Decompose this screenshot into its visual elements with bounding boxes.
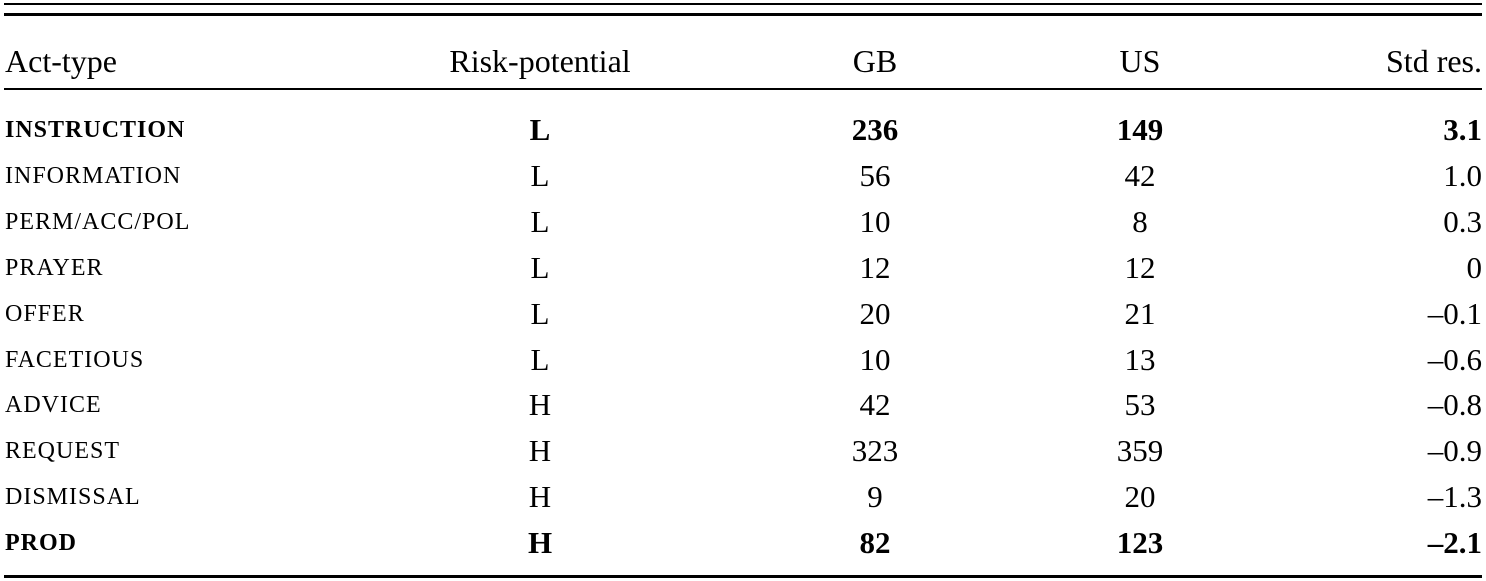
table-row: OFFER L 20 21 –0.1 xyxy=(0,291,1486,337)
act-type-cell: ADVICE xyxy=(5,392,102,419)
std-res-cell: 0 xyxy=(1466,249,1483,285)
gb-cell: 323 xyxy=(851,433,899,469)
table-row: INFORMATION L 56 42 1.0 xyxy=(0,153,1486,199)
risk-potential-cell: L xyxy=(529,112,551,147)
act-type-cell: OFFER xyxy=(5,300,85,327)
us-cell: 12 xyxy=(1124,249,1156,285)
header-act-type: Act-type xyxy=(5,43,117,79)
std-res-cell: 3.1 xyxy=(1443,112,1482,147)
gb-cell: 82 xyxy=(859,525,891,561)
top-rule-thick xyxy=(4,13,1482,16)
top-rule-thin xyxy=(4,3,1482,5)
us-cell: 42 xyxy=(1124,157,1156,193)
std-res-cell: –0.6 xyxy=(1427,341,1482,377)
gb-cell: 10 xyxy=(859,341,891,377)
table-row: PROD H 82 123 –2.1 xyxy=(0,520,1486,566)
std-res-cell: –1.3 xyxy=(1427,479,1482,515)
table-header: Act-type Risk-potential GB US Std res. xyxy=(0,38,1486,84)
us-cell: 21 xyxy=(1124,295,1156,331)
table-row: ADVICE H 42 53 –0.8 xyxy=(0,382,1486,428)
act-type-cell: INSTRUCTION xyxy=(5,117,186,143)
table-row: DISMISSAL H 9 20 –1.3 xyxy=(0,474,1486,520)
risk-potential-cell: L xyxy=(530,341,550,377)
risk-potential-cell: H xyxy=(528,433,552,469)
bottom-rule xyxy=(4,575,1482,578)
us-cell: 149 xyxy=(1116,112,1164,147)
act-type-cell: DISMISSAL xyxy=(5,484,141,511)
gb-cell: 10 xyxy=(859,203,891,239)
gb-cell: 56 xyxy=(859,157,891,193)
table-row: PRAYER L 12 12 0 xyxy=(0,245,1486,291)
std-res-cell: –0.8 xyxy=(1427,387,1482,423)
us-cell: 53 xyxy=(1124,387,1156,423)
gb-cell: 20 xyxy=(859,295,891,331)
act-type-cell: FACETIOUS xyxy=(5,346,145,373)
risk-potential-cell: H xyxy=(528,387,552,423)
us-cell: 20 xyxy=(1124,479,1156,515)
std-res-cell: 1.0 xyxy=(1443,157,1482,193)
act-type-cell: PRAYER xyxy=(5,254,104,281)
act-type-cell: REQUEST xyxy=(5,438,120,465)
risk-potential-cell: L xyxy=(530,157,550,193)
header-risk-potential: Risk-potential xyxy=(449,43,631,79)
us-cell: 123 xyxy=(1116,525,1164,561)
risk-potential-cell: H xyxy=(528,479,552,515)
us-cell: 8 xyxy=(1132,203,1148,239)
gb-cell: 12 xyxy=(859,249,891,285)
us-cell: 359 xyxy=(1116,433,1164,469)
risk-potential-cell: L xyxy=(530,203,550,239)
gb-cell: 236 xyxy=(851,112,899,147)
gb-cell: 9 xyxy=(867,479,883,515)
act-type-cell: PROD xyxy=(5,530,77,557)
table-row: REQUEST H 323 359 –0.9 xyxy=(0,428,1486,474)
gb-cell: 42 xyxy=(859,387,891,423)
risk-potential-cell: H xyxy=(527,525,553,561)
us-cell: 13 xyxy=(1124,341,1156,377)
std-res-cell: 0.3 xyxy=(1443,203,1482,239)
header-std-res: Std res. xyxy=(1386,43,1482,79)
table-row: PERM/ACC/POL L 10 8 0.3 xyxy=(0,199,1486,245)
act-type-cell: PERM/ACC/POL xyxy=(5,208,191,235)
header-us: US xyxy=(1119,43,1161,79)
table-row: INSTRUCTION L 236 149 3.1 xyxy=(0,107,1486,153)
risk-potential-cell: L xyxy=(530,249,550,285)
risk-potential-cell: L xyxy=(530,295,550,331)
header-rule xyxy=(4,88,1482,90)
std-res-cell: –2.1 xyxy=(1427,525,1482,561)
std-res-cell: –0.1 xyxy=(1427,295,1482,331)
table-row: FACETIOUS L 10 13 –0.6 xyxy=(0,337,1486,383)
std-res-cell: –0.9 xyxy=(1427,433,1482,469)
act-type-cell: INFORMATION xyxy=(5,162,182,189)
header-gb: GB xyxy=(852,43,898,79)
